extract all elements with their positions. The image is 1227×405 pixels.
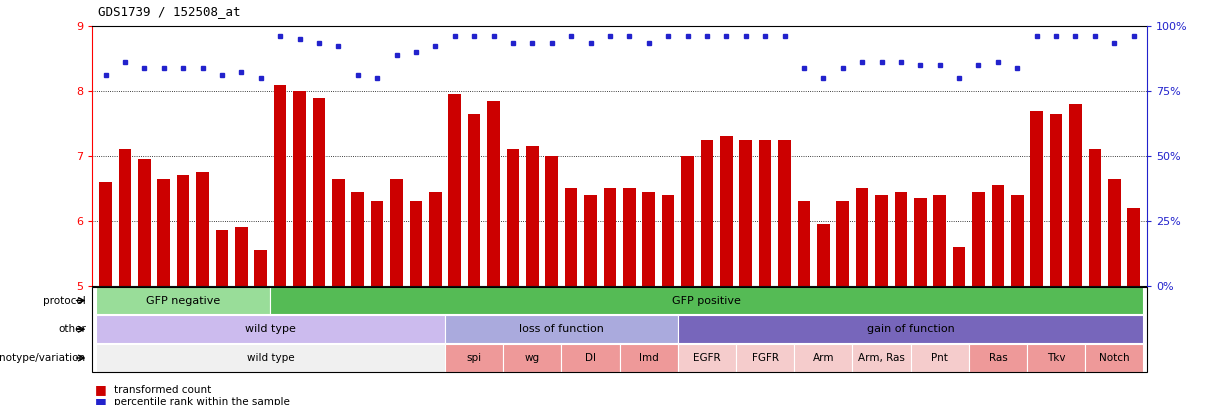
Bar xyxy=(914,198,926,286)
Bar xyxy=(1031,111,1043,286)
Text: wg: wg xyxy=(525,353,540,363)
Bar xyxy=(139,159,151,286)
Bar xyxy=(972,192,985,286)
Text: transformed count: transformed count xyxy=(114,385,211,395)
Text: ■: ■ xyxy=(94,396,107,405)
Bar xyxy=(1050,114,1063,286)
Bar xyxy=(623,188,636,286)
Text: EGFR: EGFR xyxy=(693,353,720,363)
Text: genotype/variation: genotype/variation xyxy=(0,353,86,363)
Bar xyxy=(487,101,499,286)
Bar xyxy=(177,175,189,286)
Bar xyxy=(740,140,752,286)
Bar xyxy=(371,201,384,286)
Text: protocol: protocol xyxy=(43,296,86,305)
Text: Ras: Ras xyxy=(989,353,1007,363)
Bar xyxy=(934,195,946,286)
Bar xyxy=(875,195,888,286)
Text: Arm: Arm xyxy=(812,353,834,363)
Text: GDS1739 / 152508_at: GDS1739 / 152508_at xyxy=(98,5,240,18)
Bar xyxy=(701,140,713,286)
Bar xyxy=(1069,104,1082,286)
Bar xyxy=(643,192,655,286)
Text: FGFR: FGFR xyxy=(752,353,779,363)
Text: wild type: wild type xyxy=(247,353,294,363)
Bar xyxy=(720,136,733,286)
Bar xyxy=(894,192,907,286)
Bar xyxy=(991,185,1004,286)
Text: Pnt: Pnt xyxy=(931,353,948,363)
Bar xyxy=(604,188,616,286)
Text: Tkv: Tkv xyxy=(1047,353,1065,363)
Bar xyxy=(817,224,829,286)
Bar xyxy=(778,140,791,286)
Bar xyxy=(1128,208,1140,286)
Text: Imd: Imd xyxy=(639,353,659,363)
Text: spi: spi xyxy=(466,353,482,363)
Bar xyxy=(196,172,209,286)
Bar xyxy=(429,192,442,286)
Bar xyxy=(1011,195,1023,286)
Bar xyxy=(390,179,402,286)
Bar xyxy=(1108,179,1120,286)
Bar xyxy=(507,149,519,286)
Bar xyxy=(798,201,810,286)
Bar xyxy=(410,201,422,286)
Text: GFP positive: GFP positive xyxy=(672,296,741,305)
Text: other: other xyxy=(58,324,86,334)
Text: gain of function: gain of function xyxy=(866,324,955,334)
Bar xyxy=(1088,149,1101,286)
Bar xyxy=(758,140,772,286)
Text: Arm, Ras: Arm, Ras xyxy=(858,353,906,363)
Text: GFP negative: GFP negative xyxy=(146,296,221,305)
Text: percentile rank within the sample: percentile rank within the sample xyxy=(114,397,290,405)
Bar xyxy=(546,156,558,286)
Bar xyxy=(236,227,248,286)
Bar xyxy=(157,179,171,286)
Text: ■: ■ xyxy=(94,384,107,396)
Text: wild type: wild type xyxy=(245,324,296,334)
Bar xyxy=(274,85,286,286)
Bar xyxy=(837,201,849,286)
Bar xyxy=(584,195,596,286)
Text: Dl: Dl xyxy=(585,353,596,363)
Bar xyxy=(254,250,267,286)
Bar xyxy=(467,114,481,286)
Bar xyxy=(313,98,325,286)
Bar xyxy=(99,182,112,286)
Text: Notch: Notch xyxy=(1099,353,1130,363)
Bar xyxy=(953,247,966,286)
Bar xyxy=(448,94,461,286)
Bar xyxy=(293,91,306,286)
Bar xyxy=(661,195,675,286)
Bar xyxy=(855,188,869,286)
Bar xyxy=(119,149,131,286)
Bar xyxy=(681,156,693,286)
Bar xyxy=(216,230,228,286)
Bar xyxy=(351,192,364,286)
Text: loss of function: loss of function xyxy=(519,324,604,334)
Bar xyxy=(333,179,345,286)
Bar xyxy=(526,146,539,286)
Bar xyxy=(564,188,578,286)
